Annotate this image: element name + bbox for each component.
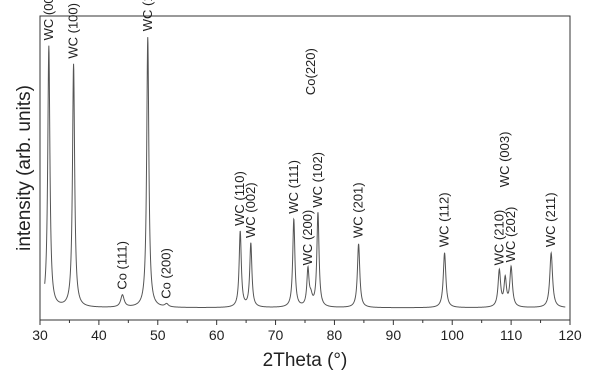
x-tick-label: 90 xyxy=(386,327,402,343)
xrd-spectrum-line xyxy=(44,37,566,309)
peak-label: WC (003) xyxy=(497,132,512,188)
y-axis-title: intensity (arb. units) xyxy=(14,85,35,251)
peak-label: WC (100) xyxy=(66,3,81,59)
peak-label: WC (101) xyxy=(140,0,155,31)
peak-label: WC (210) xyxy=(491,210,506,266)
peak-label: WC (001) xyxy=(41,0,56,40)
peak-label: WC (202) xyxy=(503,207,518,263)
peak-label: WC (102) xyxy=(310,152,325,208)
x-tick-label: 70 xyxy=(268,327,284,343)
x-tick-label: 60 xyxy=(209,327,225,343)
peak-label: WC (111) xyxy=(286,160,301,214)
peak-label: WC (211) xyxy=(543,192,558,247)
x-tick-label: 100 xyxy=(441,327,465,343)
peak-label: WC (112) xyxy=(437,192,452,247)
peak-label: WC (110) xyxy=(232,171,247,226)
peak-label: WC (200) xyxy=(300,210,315,266)
x-axis-title: 2Theta (°) xyxy=(263,350,348,371)
x-tick-label: 50 xyxy=(150,327,166,343)
x-tick-label: 40 xyxy=(91,327,107,343)
peak-label: WC (201) xyxy=(351,182,366,238)
peak-label: Co (200) xyxy=(159,248,174,299)
peak-label: Co(220) xyxy=(303,48,318,95)
x-tick-label: 110 xyxy=(500,327,523,343)
x-tick-label: 120 xyxy=(558,327,582,343)
peak-label: WC (002) xyxy=(243,182,258,238)
x-tick-label: 30 xyxy=(32,327,48,343)
peak-label: Co (111) xyxy=(114,241,129,290)
x-tick-label: 80 xyxy=(327,327,343,343)
